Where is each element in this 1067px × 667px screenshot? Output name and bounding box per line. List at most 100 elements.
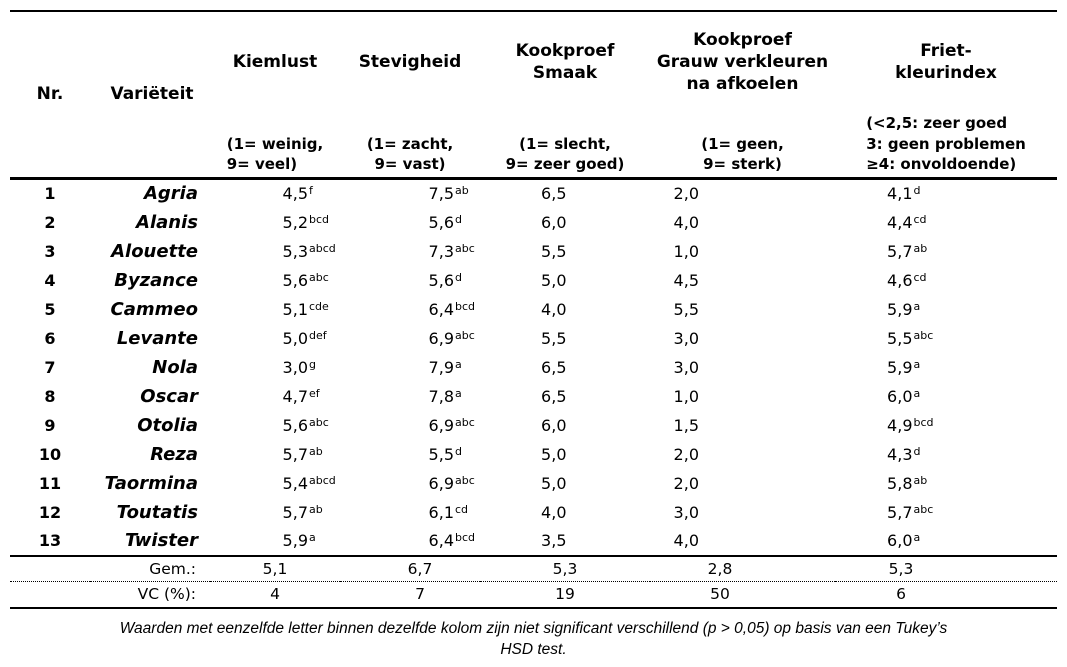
cell-value: 4,1 d (875, 184, 948, 203)
value-superscript: abc (455, 415, 475, 429)
col-header-nr-label: Nr. (36, 84, 64, 105)
cell-friet: 4,6 cd (835, 266, 1057, 295)
cell-value: 7,5 ab (416, 184, 489, 203)
value-number: 7,3 (428, 241, 454, 261)
cell-nr: 11 (38, 473, 62, 493)
cell-smaak: 6,5 (480, 353, 650, 382)
cell-variety: Reza (150, 443, 198, 465)
value-number: 2,0 (673, 184, 699, 204)
value-superscript: bcd (913, 415, 934, 429)
cell-value: 5,9 a (875, 358, 948, 377)
value-number: 5,2 (282, 212, 308, 232)
cell-grauw: 3,0 (650, 353, 835, 382)
col-scale-kookproef-smaak-label: (1= slecht, 9= zeer goed) (505, 134, 625, 173)
value-superscript: d (913, 444, 921, 458)
table-summary: Gem.: 5,1 6,7 5,3 2,8 5,3 VC (%): 4 7 19 50 6 (10, 555, 1057, 608)
cell-value: 2,0 (661, 445, 734, 464)
cell-value: 5,7 ab (270, 503, 343, 522)
value-number: 5,0 (541, 270, 567, 290)
cell-smaak: 6,0 (480, 411, 650, 440)
cell-grauw: 2,0 (650, 179, 835, 208)
cell-nr: 9 (44, 415, 56, 435)
summary-value-grauw: 2,8 (650, 555, 835, 582)
cell-kiemlust: 4,7 ef (210, 382, 340, 411)
cell-stevigheid: 5,6 d (340, 208, 480, 237)
value-number: 6,9 (428, 415, 454, 435)
value-number: 1,0 (673, 241, 699, 261)
cell-value: 6,0 a (875, 387, 948, 406)
value-number: 4,9 (887, 415, 913, 435)
col-header-stevigheid-label: Stevigheid (358, 51, 462, 72)
value-number: 5,4 (282, 473, 308, 493)
mean-row: Gem.: 5,1 6,7 5,3 2,8 5,3 (10, 555, 1057, 582)
cell-value: 3,5 (529, 531, 602, 550)
value-number: 4,4 (887, 212, 913, 232)
summary-value-stevigheid: 6,7 (340, 555, 480, 582)
value-number: 5,9 (887, 357, 913, 377)
cell-value: 6,9 abc (416, 474, 489, 493)
value-number: 7,9 (428, 357, 454, 377)
cell-stevigheid: 5,6 d (340, 266, 480, 295)
cell-kiemlust: 4,5 f (210, 179, 340, 208)
cell-value: 1,0 (661, 242, 734, 261)
value-superscript: ef (309, 386, 320, 400)
cell-kiemlust: 5,2 bcd (210, 208, 340, 237)
table-row: 12 Toutatis 5,7 ab 6,1 cd 4,0 3,0 5,7 abc (10, 498, 1057, 527)
value-number: 4,3 (887, 444, 913, 464)
cell-value: 5,5 abc (875, 329, 948, 348)
value-number: 5,5 (428, 444, 454, 464)
summary-value-smaak: 19 (555, 585, 575, 604)
value-number: 5,7 (887, 241, 913, 261)
value-superscript: a (455, 386, 462, 400)
value-superscript: a (913, 531, 921, 544)
cell-grauw: 2,0 (650, 469, 835, 498)
cell-variety: Agria (143, 183, 198, 205)
cell-variety: Otolia (137, 414, 198, 436)
cell-friet: 4,4 cd (835, 208, 1057, 237)
table-row: 4 Byzance 5,6 abc 5,6 d 5,0 4,5 4,6 cd (10, 266, 1057, 295)
col-header-nr: Nr. (10, 11, 90, 179)
value-number: 6,0 (541, 415, 567, 435)
value-number: 5,6 (428, 212, 454, 232)
cell-value: 6,4 bcd (416, 531, 489, 550)
value-number: 5,1 (282, 299, 308, 319)
cell-kiemlust: 5,0 def (210, 324, 340, 353)
cell-nr: 3 (44, 241, 56, 261)
cell-variety: Oscar (140, 385, 198, 407)
cell-smaak: 4,0 (480, 295, 650, 324)
cell-value: 2,0 (661, 474, 734, 493)
value-number: 1,0 (673, 386, 699, 406)
value-number: 5,0 (282, 328, 308, 348)
value-superscript: bcd (455, 299, 476, 313)
value-number: 6,4 (428, 299, 454, 319)
cell-grauw: 3,0 (650, 324, 835, 353)
cell-value: 5,0 def (270, 329, 343, 348)
cell-grauw: 1,0 (650, 382, 835, 411)
cell-value: 6,5 (529, 387, 602, 406)
cell-value: 5,1 cde (270, 300, 343, 319)
cell-value: 6,0 (529, 213, 602, 232)
value-superscript: ab (309, 502, 323, 516)
variety-results-table: Nr. Variëteit Kiemlust Stevigheid Kookpr… (10, 10, 1057, 609)
cell-nr: 4 (44, 270, 56, 290)
cell-variety: Toutatis (116, 501, 198, 523)
value-superscript: bcd (455, 531, 476, 544)
cell-smaak: 5,0 (480, 266, 650, 295)
value-superscript: g (309, 357, 316, 371)
cell-smaak: 6,0 (480, 208, 650, 237)
cell-value: 5,7 ab (875, 242, 948, 261)
value-number: 5,5 (541, 241, 567, 261)
cell-friet: 5,7 ab (835, 237, 1057, 266)
cell-value: 5,8 ab (875, 474, 948, 493)
col-scale-kookproef-grauw-label: (1= geen, 9= sterk) (701, 134, 784, 173)
table-header: Nr. Variëteit Kiemlust Stevigheid Kookpr… (10, 11, 1057, 179)
value-superscript: d (455, 444, 462, 458)
cell-stevigheid: 7,5 ab (340, 179, 480, 208)
value-number: 6,5 (541, 357, 567, 377)
col-scale-kookproef-grauw: (1= geen, 9= sterk) (650, 112, 835, 179)
cell-friet: 6,0 a (835, 382, 1057, 411)
cell-grauw: 5,5 (650, 295, 835, 324)
cell-value: 5,5 (529, 242, 602, 261)
table-row: 3 Alouette 5,3 abcd 7,3 abc 5,5 1,0 5,7 ab (10, 237, 1057, 266)
